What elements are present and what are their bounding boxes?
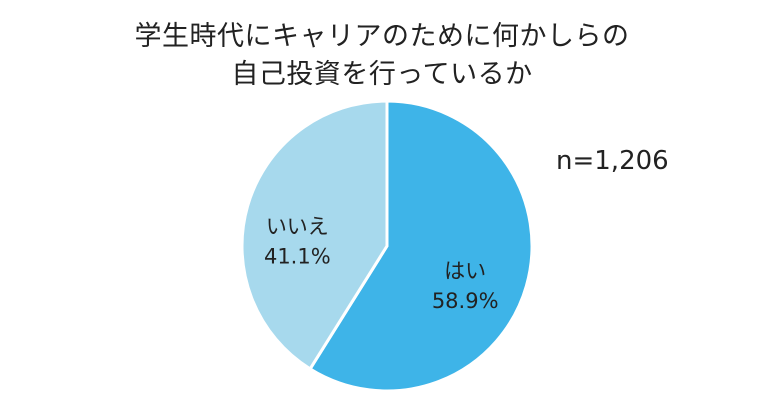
chart-title-line-1: 学生時代にキャリアのために何かしらの: [134, 21, 630, 52]
sample-size-label: n=1,206: [556, 146, 669, 176]
slice-percent-yes: 58.9%: [432, 289, 499, 313]
pie-slice-no: [240, 99, 389, 371]
slice-label-yes: はい: [444, 259, 486, 283]
pie-slice-yes: [308, 99, 534, 393]
slice-percent-no: 41.1%: [264, 245, 331, 269]
slice-label-no: いいえ: [266, 215, 329, 239]
chart-title-line-2: 自己投資を行っているか: [231, 59, 533, 90]
